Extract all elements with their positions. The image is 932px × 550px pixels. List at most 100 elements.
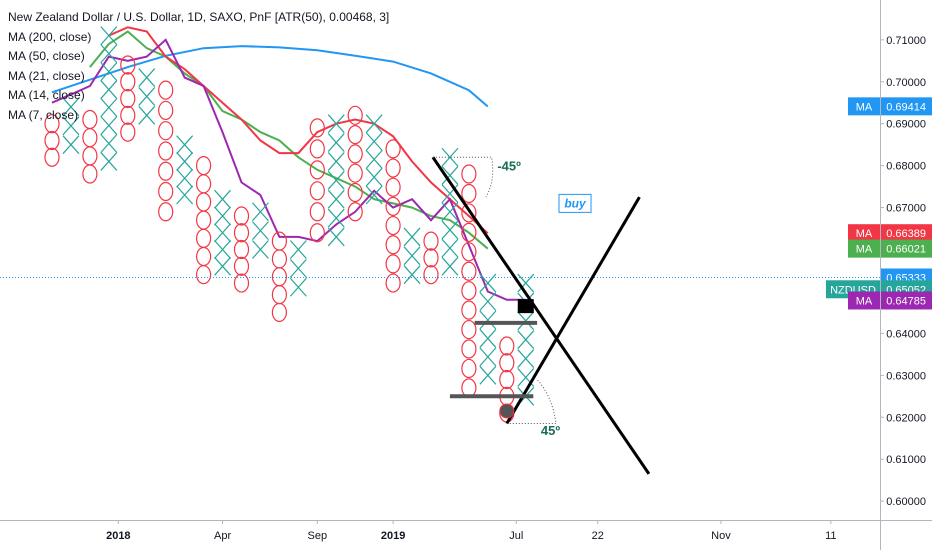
x-box — [365, 185, 383, 205]
pnf-column-o — [309, 118, 325, 243]
o-box — [347, 125, 363, 145]
pnf-column-x — [365, 114, 383, 205]
price-label-box — [881, 224, 932, 243]
pnf-column-o — [120, 55, 136, 142]
x-box — [441, 147, 459, 167]
x-box — [138, 87, 156, 106]
price-label: MA 0.64785 — [848, 291, 932, 310]
ma-line — [51, 38, 526, 301]
low-box-marker — [499, 403, 515, 419]
o-box — [461, 339, 477, 359]
x-box — [517, 330, 535, 350]
o-box — [309, 181, 325, 201]
o-box — [347, 144, 363, 164]
legend-ma-200[interactable]: MA (200, close) — [8, 29, 92, 44]
x-box — [327, 227, 345, 247]
y-tick-label: 0.62000 — [886, 412, 926, 424]
price-label: MA 0.66021 — [848, 239, 932, 258]
x-box — [517, 349, 535, 368]
o-box — [82, 164, 98, 184]
pnf-column-x — [403, 227, 421, 285]
price-label-tag — [848, 224, 880, 243]
x-box — [479, 273, 497, 293]
buy-annotation-text: buy — [564, 196, 587, 210]
legend-ma-7[interactable]: MA (7, close) — [8, 107, 79, 122]
x-box — [100, 26, 118, 46]
x-tick-label: Nov — [711, 530, 731, 542]
o-box — [271, 302, 287, 323]
chart-title: New Zealand Dollar / U.S. Dollar, 1D, SA… — [8, 10, 390, 24]
time-axis-panel — [0, 520, 932, 550]
x-box — [365, 149, 383, 169]
x-box — [214, 206, 231, 226]
o-box — [423, 265, 439, 285]
x-tick-label: 2018 — [106, 530, 130, 542]
y-tick-label: 0.64000 — [886, 328, 926, 340]
pnf-column-o — [44, 114, 60, 167]
o-box — [347, 163, 363, 183]
x-box — [62, 116, 80, 136]
x-box — [252, 221, 269, 241]
x-box — [327, 114, 345, 134]
o-box — [461, 319, 477, 340]
x-box — [100, 152, 118, 171]
pnf-column-x — [441, 147, 459, 276]
price-label-tag — [848, 97, 880, 116]
o-box — [44, 147, 60, 167]
x-box — [214, 189, 231, 209]
x-box — [441, 220, 459, 240]
y-tick-label: 0.68000 — [886, 161, 926, 173]
o-box — [461, 281, 477, 301]
legend-ma-21[interactable]: MA (21, close) — [8, 68, 85, 83]
o-box — [158, 121, 174, 141]
x-box — [517, 311, 535, 331]
pnf-column-x — [176, 135, 194, 205]
o-box — [461, 222, 477, 242]
o-box — [347, 202, 363, 222]
o-box — [158, 202, 174, 222]
pnf-column-o — [196, 156, 212, 285]
o-box — [158, 141, 174, 161]
x-box — [441, 202, 459, 222]
x-box — [403, 227, 421, 247]
o-box — [385, 158, 401, 178]
o-box — [309, 160, 325, 180]
price-label-box — [881, 239, 932, 258]
ma-line — [51, 45, 489, 108]
price-label-value: 0.69414 — [886, 101, 926, 113]
y-tick-label: 0.60000 — [886, 496, 926, 508]
pnf-column-o — [423, 231, 439, 285]
o-box — [385, 215, 401, 236]
o-box — [120, 105, 136, 125]
pnf-column-o — [347, 105, 363, 222]
o-box — [309, 202, 325, 222]
angle-label: 45º — [541, 423, 560, 438]
x-box — [441, 238, 459, 258]
pnf-column-o — [158, 80, 174, 222]
x-box — [214, 256, 231, 276]
legend-ma-50[interactable]: MA (50, close) — [8, 49, 85, 63]
pnf-column-o — [271, 231, 287, 323]
o-box — [120, 55, 136, 75]
x-box — [62, 135, 80, 155]
o-box — [461, 203, 477, 223]
price-label-tag — [848, 291, 880, 310]
o-box — [461, 183, 477, 204]
x-box — [479, 347, 497, 367]
x-box — [138, 105, 156, 125]
legend-ma-14[interactable]: MA (14, close) — [8, 88, 85, 102]
pnf-column-x — [479, 273, 497, 385]
o-box — [158, 100, 174, 121]
o-box — [461, 261, 477, 281]
o-box — [385, 254, 401, 274]
o-box — [423, 248, 439, 268]
pnf-column-x — [327, 114, 345, 247]
o-box — [120, 88, 136, 109]
o-box — [385, 177, 401, 197]
x-box — [327, 189, 345, 209]
x-tick-label: Jul — [509, 530, 523, 542]
x-box — [289, 240, 307, 259]
price-label-name: MA — [856, 101, 873, 113]
drawings[interactable]: -45º 45º buy — [0, 156, 880, 475]
